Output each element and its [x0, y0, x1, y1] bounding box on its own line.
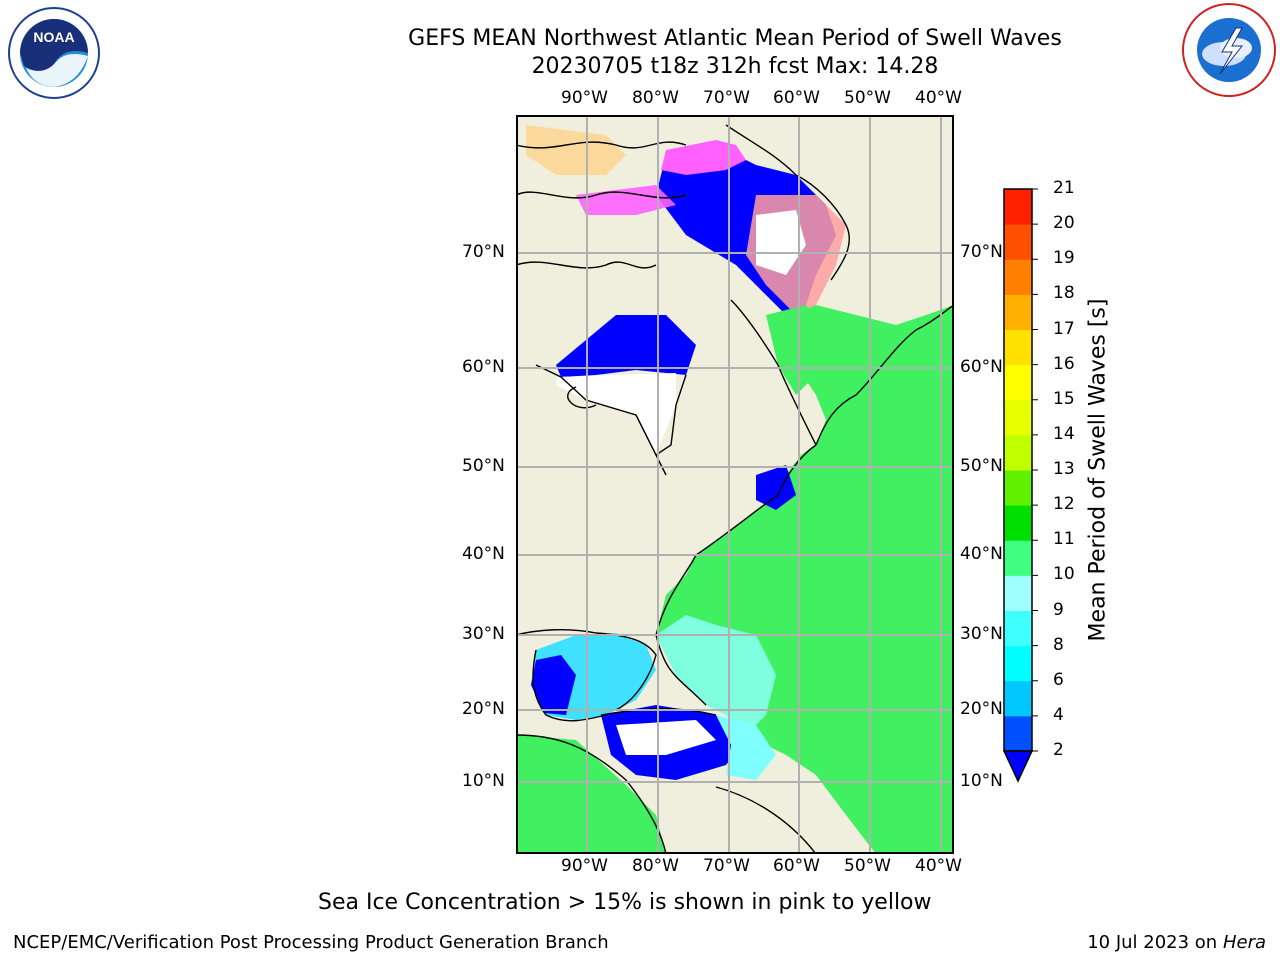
- colorbar-segment: [1004, 645, 1032, 682]
- footer-date-text: 10 Jul 2023 on: [1087, 932, 1223, 953]
- colorbar-tick-label: 18: [1053, 283, 1075, 304]
- colorbar-tick-label: 16: [1053, 353, 1075, 374]
- lat-label-left: 10°N: [462, 771, 505, 791]
- lat-label-right: 40°N: [960, 544, 1003, 564]
- lat-label-right: 30°N: [960, 624, 1003, 644]
- lon-label-bottom: 50°W: [844, 856, 891, 876]
- labrador-green: [766, 305, 826, 395]
- ice-blank-greenland: [756, 210, 806, 275]
- colorbar-segment: [1004, 259, 1032, 295]
- colorbar-segment: [1004, 680, 1032, 717]
- colorbar-under-arrow: [1002, 750, 1034, 783]
- lat-label-right: 10°N: [960, 771, 1003, 791]
- noaa-logo-text: NOAA: [33, 29, 74, 45]
- colorbar-segment: [1004, 610, 1032, 647]
- lat-label-left: 70°N: [462, 242, 505, 262]
- colorbar-tick-label: 4: [1053, 704, 1064, 725]
- footer-credit: NCEP/EMC/Verification Post Processing Pr…: [13, 932, 609, 953]
- colorbar-tick-label: 6: [1053, 669, 1064, 690]
- nws-logo: [1182, 3, 1276, 97]
- noaa-logo: NOAA: [8, 7, 100, 99]
- ice-pink-north: [661, 140, 746, 175]
- south-america-green: [516, 735, 666, 854]
- colorbar-tick-label: 15: [1053, 388, 1075, 409]
- colorbar-segment: [1004, 224, 1032, 260]
- chart-subtitle: 20230705 t18z 312h fcst Max: 14.28: [531, 54, 939, 79]
- lon-label-top: 40°W: [915, 88, 962, 108]
- map-panel: [516, 115, 954, 854]
- st-lawrence-gulf: [756, 465, 796, 510]
- lon-label-top: 80°W: [632, 88, 679, 108]
- colorbar-segment: [1004, 294, 1032, 330]
- lat-label-left: 20°N: [462, 699, 505, 719]
- hudson-bay: [556, 315, 696, 377]
- colorbar-tick-label: 19: [1053, 248, 1075, 269]
- lon-label-bottom: 90°W: [561, 856, 608, 876]
- colorbar-segment: [1004, 399, 1032, 436]
- colorbar-segment: [1004, 329, 1032, 366]
- colorbar-tick-label: 17: [1053, 318, 1075, 339]
- colorbar-tick-label: 13: [1053, 459, 1075, 479]
- lat-label-left: 30°N: [462, 624, 505, 644]
- colorbar-tick-label: 10: [1053, 564, 1075, 585]
- lon-label-top: 60°W: [773, 88, 820, 108]
- lat-label-left: 40°N: [462, 544, 505, 564]
- colorbar-segment: [1004, 505, 1032, 541]
- lon-label-bottom: 70°W: [703, 856, 750, 876]
- lat-label-right: 50°N: [960, 456, 1003, 476]
- footer-date: 10 Jul 2023 on Hera: [1087, 932, 1266, 953]
- colorbar-segment: [1004, 575, 1032, 611]
- lon-label-bottom: 80°W: [632, 856, 679, 876]
- lon-label-top: 50°W: [844, 88, 891, 108]
- colorbar-segment: [1004, 434, 1032, 471]
- lon-label-bottom: 60°W: [773, 856, 820, 876]
- colorbar-tick-label: 21: [1053, 178, 1075, 198]
- shelf-waters: [656, 615, 776, 735]
- arctic-ice-pink: [576, 185, 676, 215]
- sea-ice-note: Sea Ice Concentration > 15% is shown in …: [318, 890, 932, 915]
- colorbar-tick-label: 11: [1053, 529, 1075, 550]
- colorbar-tick-label: 9: [1053, 599, 1064, 620]
- gulf-low-period: [531, 655, 576, 715]
- colorbar-tick-label: 20: [1053, 213, 1075, 234]
- lon-label-top: 90°W: [561, 88, 608, 108]
- lon-label-top: 70°W: [703, 88, 750, 108]
- colorbar-tick-label: 14: [1053, 423, 1075, 444]
- lat-label-left: 50°N: [462, 456, 505, 476]
- footer-host: Hera: [1222, 932, 1266, 953]
- colorbar-label: Mean Period of Swell Waves [s]: [1085, 298, 1111, 642]
- colorbar-segment: [1004, 715, 1032, 752]
- colorbar-segment: [1004, 540, 1032, 576]
- colorbar: [1002, 188, 1038, 783]
- colorbar-tick-label: 2: [1053, 740, 1064, 760]
- lon-label-bottom: 40°W: [915, 856, 962, 876]
- lat-label-right: 70°N: [960, 242, 1003, 262]
- caribbean-blank: [616, 720, 716, 755]
- graticule: [516, 115, 954, 854]
- lat-label-right: 20°N: [960, 699, 1003, 719]
- chart-title: GEFS MEAN Northwest Atlantic Mean Period…: [408, 26, 1062, 51]
- colorbar-segment: [1004, 470, 1032, 506]
- colorbar-segment: [1004, 189, 1032, 225]
- colorbar-segment: [1004, 364, 1032, 401]
- colorbar-tick-label: 8: [1053, 634, 1064, 655]
- lat-label-right: 60°N: [960, 357, 1003, 377]
- lat-label-left: 60°N: [462, 357, 505, 377]
- caribbean-shelf: [716, 715, 776, 780]
- arctic-ice-orange: [526, 125, 626, 175]
- colorbar-tick-label: 12: [1053, 494, 1075, 515]
